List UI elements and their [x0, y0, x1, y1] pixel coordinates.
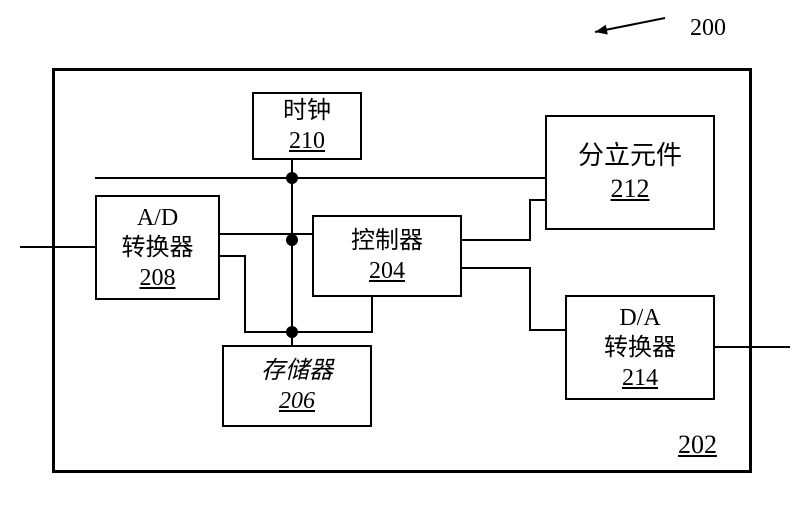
node-da: D/A转换器214 [565, 295, 715, 400]
node-clock-label: 时钟 [254, 96, 360, 126]
node-da-label: D/A转换器 [567, 303, 713, 363]
node-mem-label: 存储器 [224, 356, 370, 386]
node-ctrl-num: 204 [314, 256, 460, 286]
node-mem: 存储器206 [222, 345, 372, 427]
node-discrete-num: 212 [547, 173, 713, 206]
node-ctrl: 控制器204 [312, 215, 462, 297]
node-clock: 时钟210 [252, 92, 362, 160]
node-discrete-label: 分立元件 [547, 140, 713, 173]
node-ctrl-label: 控制器 [314, 226, 460, 256]
node-ad: A/D转换器208 [95, 195, 220, 300]
node-ad-num: 208 [97, 263, 218, 293]
node-discrete: 分立元件212 [545, 115, 715, 230]
node-clock-num: 210 [254, 126, 360, 156]
node-da-num: 214 [567, 363, 713, 393]
figure-label: 200 [690, 15, 726, 42]
node-mem-num: 206 [224, 386, 370, 416]
node-ad-label: A/D转换器 [97, 203, 218, 263]
arrow-group [595, 18, 665, 35]
outer-box-number: 202 [678, 430, 717, 460]
